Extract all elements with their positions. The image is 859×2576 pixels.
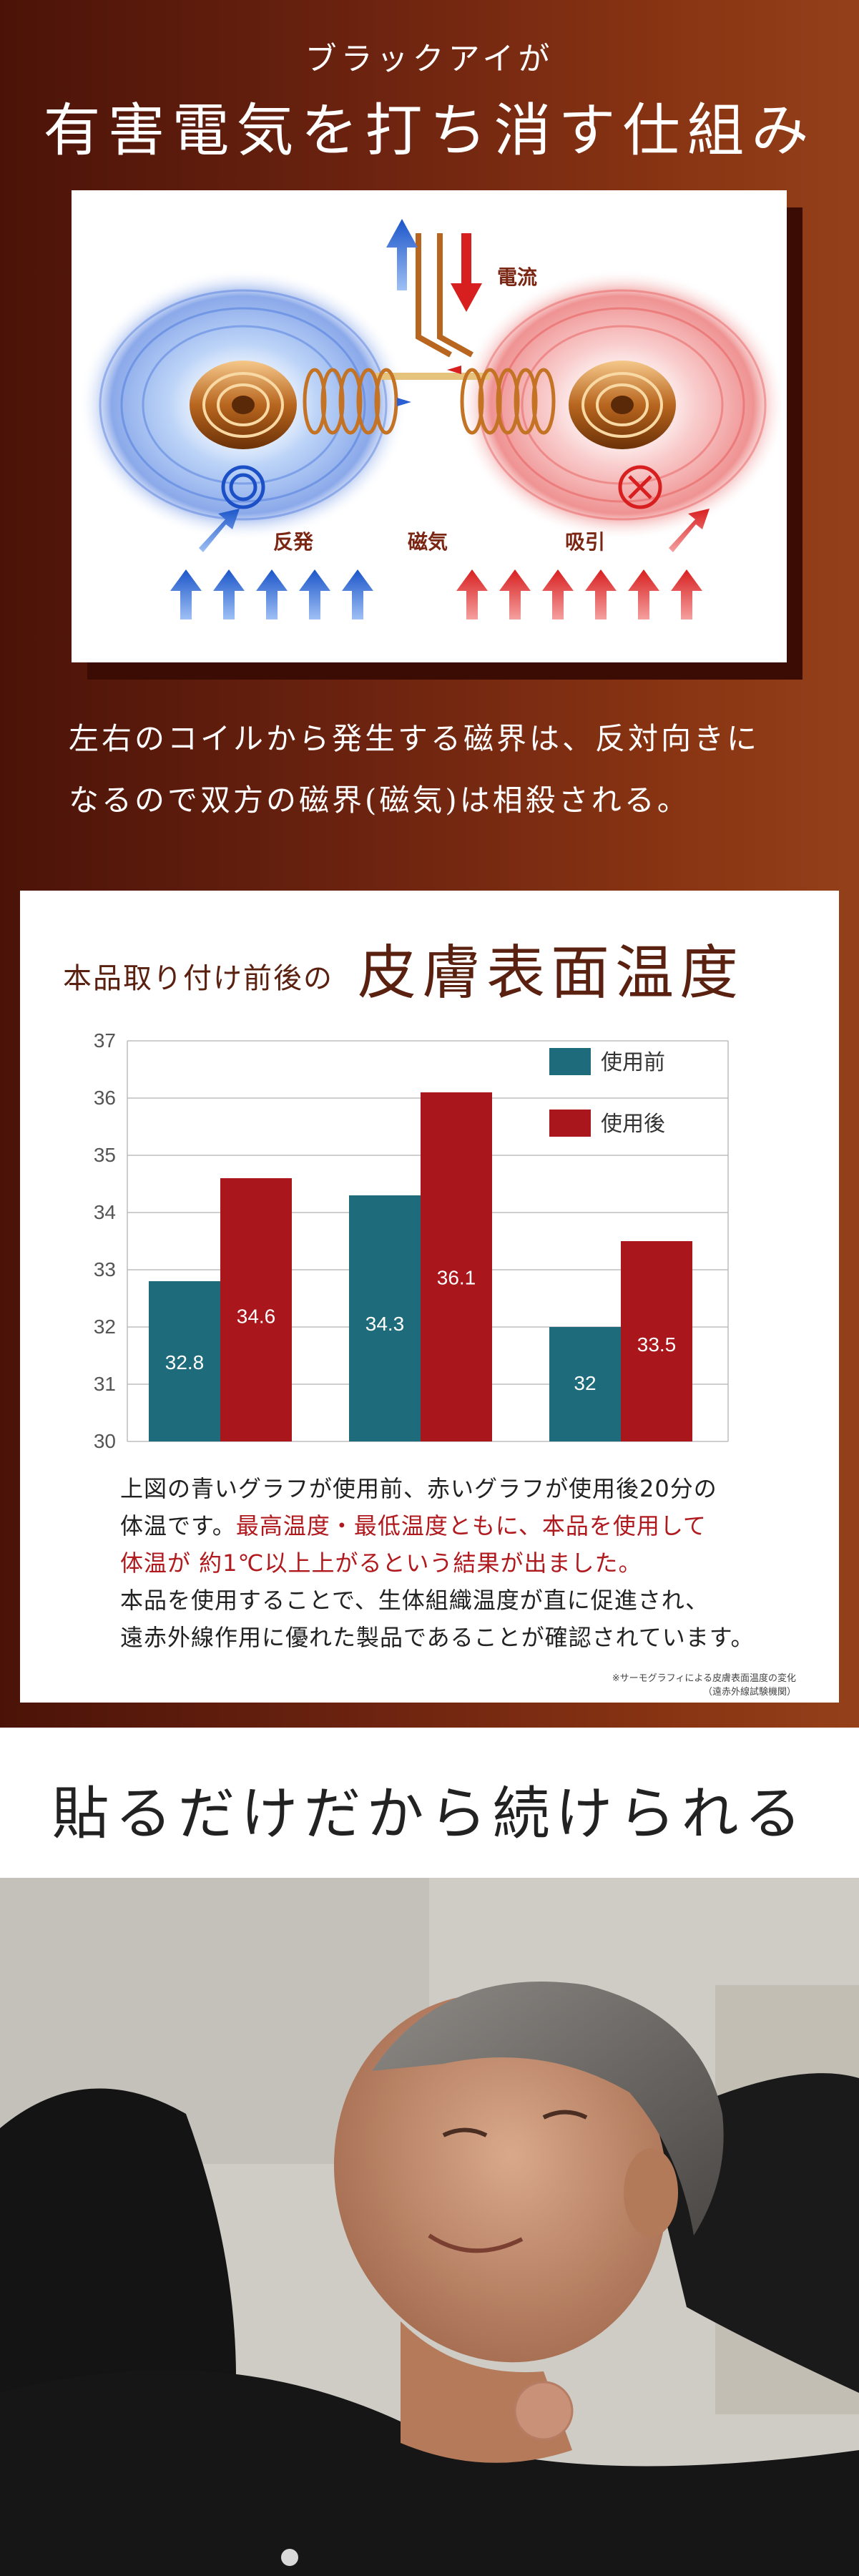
bar-value-label: 36.1 — [437, 1266, 476, 1288]
magnetism-label: 磁気 — [408, 530, 448, 554]
y-tick-label: 35 — [94, 1144, 116, 1166]
explanation-line2: 体温です。最高温度・最低温度ともに、本品を使用して — [120, 1507, 800, 1544]
bar — [349, 1195, 421, 1441]
bar-value-label: 33.5 — [637, 1333, 677, 1356]
source-note-line1: ※サーモグラフィによる皮膚表面温度の変化 — [612, 1673, 796, 1684]
current-label: 電流 — [497, 265, 538, 289]
repel-label: 反発 — [273, 530, 314, 554]
bar — [549, 1327, 621, 1441]
mechanism-subtitle: ブラックアイが — [305, 41, 554, 77]
y-tick-label: 30 — [94, 1430, 116, 1452]
y-tick-label: 37 — [94, 1029, 116, 1052]
mechanism-description-line1: 左右のコイルから発生する磁界は、反対向きに — [69, 721, 760, 756]
explanation-line3: 体温が 約1℃以上上がるという結果が出ました。 — [120, 1549, 642, 1577]
continuity-title: 貼るだけだから続けられる — [51, 1781, 808, 1847]
mechanism-description: 左右のコイルから発生する磁界は、反対向きに なるので双方の磁界(磁気)は相殺され… — [69, 708, 805, 831]
temperature-bar-chart: 30 31 32 33 34 35 36 37 32.8 34.3 32 34.6 36.1 33.5 使用… — [94, 1029, 729, 1452]
mechanism-title: 有害電気を打ち消す仕組み — [43, 97, 816, 164]
chart-source-note: ※サーモグラフィによる皮膚表面温度の変化 （遠赤外線試験機関） — [612, 1670, 796, 1698]
mechanism-section: ブラックアイが 有害電気を打ち消す仕組み — [0, 0, 859, 862]
bar — [421, 1092, 492, 1441]
continuity-section: 貼るだけだから続けられる — [0, 1728, 859, 2576]
chart-explanation: 上図の青いグラフが使用前、赤いグラフが使用後20分の 体温です。最高温度・最低温… — [120, 1470, 800, 1656]
y-tick-label: 36 — [94, 1087, 116, 1109]
explanation-line2b: 最高温度・最低温度ともに、本品を使用して — [235, 1512, 707, 1539]
mechanism-description-line2: なるので双方の磁界(磁気)は相殺される。 — [69, 783, 690, 818]
attract-label: 吸引 — [565, 530, 606, 554]
bar-value-label: 32.8 — [165, 1351, 205, 1373]
legend-swatch — [549, 1110, 591, 1137]
legend-label: 使用後 — [601, 1112, 665, 1137]
y-tick-label: 34 — [94, 1201, 116, 1223]
y-tick-label: 31 — [94, 1373, 116, 1395]
coil-diagram: 電流 反発 磁気 吸引 — [72, 190, 787, 662]
explanation-line1: 上図の青いグラフが使用前、赤いグラフが使用後20分の — [120, 1475, 717, 1502]
bar-value-label: 32 — [574, 1372, 596, 1394]
bar-value-label: 34.3 — [365, 1313, 405, 1335]
legend-swatch — [549, 1048, 591, 1075]
bar — [220, 1178, 292, 1441]
y-tick-label: 33 — [94, 1258, 116, 1280]
temperature-card: 本品取り付け前後の 皮膚表面温度 30 31 32 33 34 35 36 37 32.8 34.… — [20, 891, 839, 1703]
temperature-section: 本品取り付け前後の 皮膚表面温度 30 31 32 33 34 35 36 37 32.8 34.… — [0, 862, 859, 1728]
bar — [621, 1241, 692, 1441]
chart-heading-big: 皮膚表面温度 — [358, 939, 745, 1007]
relaxed-man-photo — [0, 1878, 859, 2576]
bar-value-label: 34.6 — [237, 1305, 276, 1327]
explanation-line4: 本品を使用することで、生体組織温度が直に促進され、 — [120, 1587, 710, 1614]
explanation-line2a: 体温です。 — [120, 1512, 236, 1539]
explanation-line5: 遠赤外線作用に優れた製品であることが確認されています。 — [120, 1624, 755, 1651]
bar — [149, 1281, 220, 1441]
legend-label: 使用前 — [601, 1050, 665, 1075]
y-tick-label: 32 — [94, 1316, 116, 1338]
source-note-line2: （遠赤外線試験機関） — [702, 1687, 796, 1698]
chart-heading-small: 本品取り付け前後の — [63, 962, 333, 995]
